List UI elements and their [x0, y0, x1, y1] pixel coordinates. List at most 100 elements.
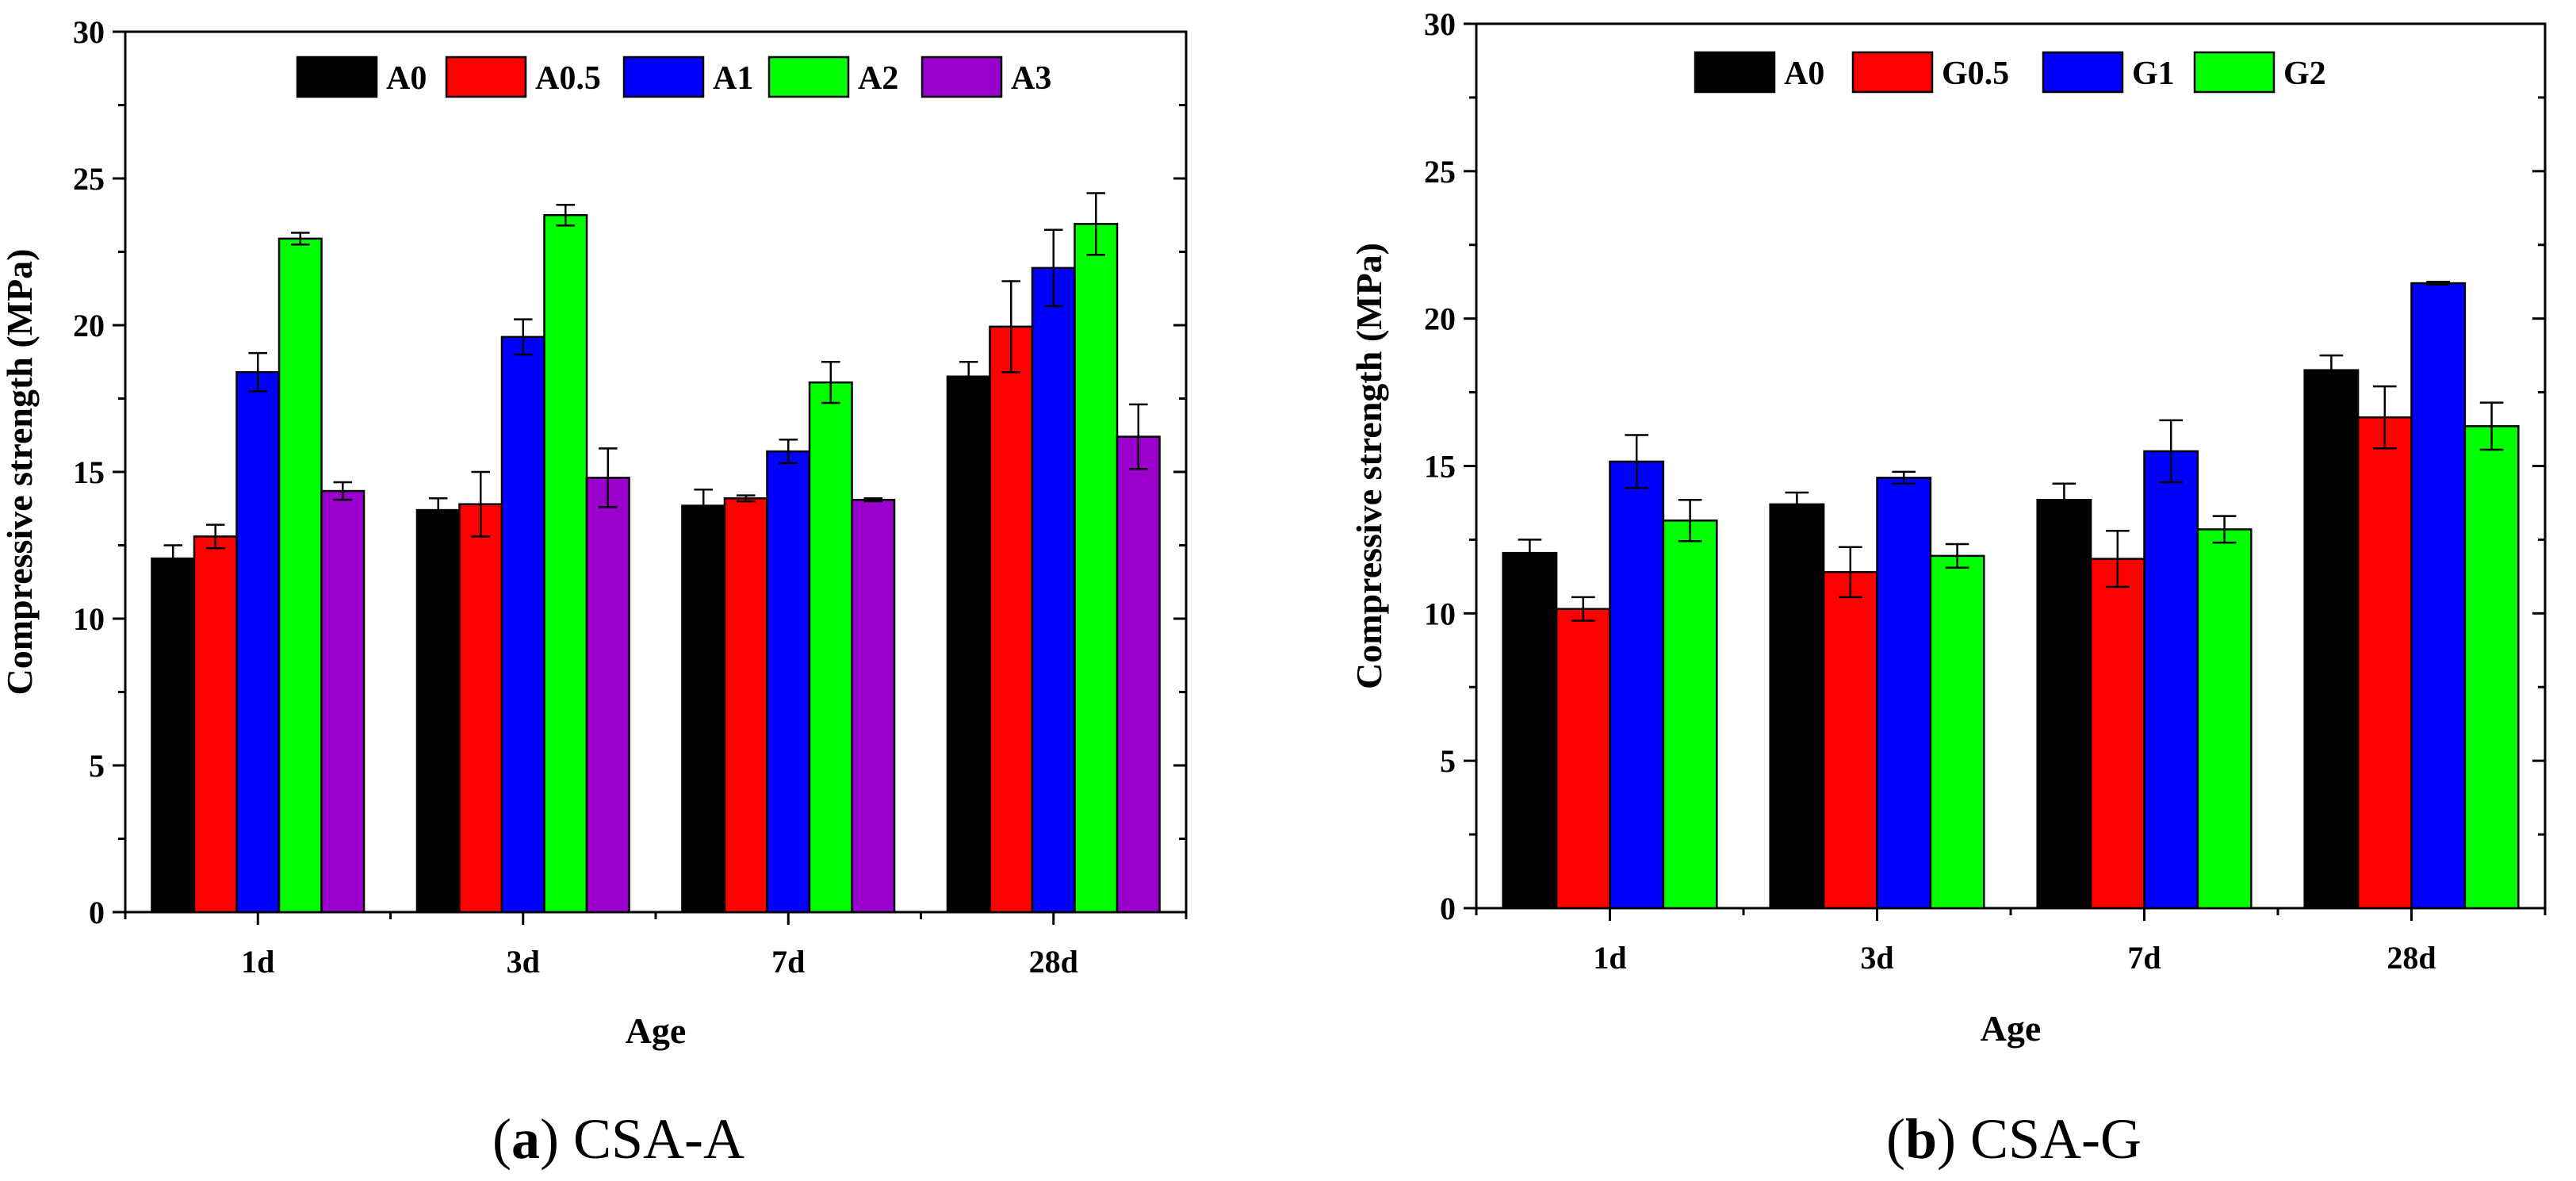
error-bar-G1-1d — [1625, 434, 1649, 489]
y-axis-title: Compressive strength (MPa) — [1349, 243, 1389, 689]
bar-A0-3d — [1769, 503, 1825, 910]
bar-G0.5-28d — [2356, 416, 2413, 910]
chart-panel-b: 0 5 10 15 20 25 30 1d 3d 7d 28d A0 G0.5 G1 G2 Compressi… — [1349, 6, 2547, 1171]
legend-swatch-G1 — [2042, 51, 2124, 94]
y-tick-label: 10 — [1424, 596, 1456, 631]
legend-label-G2: G2 — [2283, 56, 2326, 92]
bar-G1-28d — [2410, 282, 2467, 910]
bar-A1-1d — [235, 370, 281, 914]
caption-paren-close: ) — [1937, 1107, 1970, 1171]
bar-A0-7d — [681, 504, 726, 914]
bar-G2-28d — [2463, 425, 2520, 910]
bar-A0-1d — [1502, 551, 1558, 910]
bar-G0.5-7d — [2089, 558, 2145, 910]
chart-panel-a: 0 5 10 15 20 25 30 1d 3d 7d 28d A0 A0.5 A1 A2 A3 Compres… — [0, 14, 1188, 1171]
bar-G0.5-3d — [1822, 571, 1878, 910]
legend-swatch-A0.5 — [445, 56, 527, 98]
caption-letter: a — [511, 1107, 540, 1171]
legend-swatch-A3 — [921, 56, 1003, 98]
x-tick-label: 3d — [1860, 940, 1893, 976]
legend-swatch-A2 — [767, 56, 850, 98]
bar-G1-1d — [1609, 460, 1665, 910]
error-bar-G2-28d — [2479, 401, 2504, 451]
bar-G1-3d — [1876, 477, 1932, 910]
error-bar-A3-1d — [333, 481, 353, 501]
bar-G1-7d — [2143, 450, 2199, 910]
y-tick-label: 0 — [89, 895, 105, 930]
error-bar-A2-3d — [556, 204, 576, 227]
legend-swatch-A1 — [622, 56, 705, 98]
error-bar-A1-7d — [779, 439, 798, 465]
bar-G2-3d — [1929, 554, 1985, 910]
bar-A0-1d — [151, 557, 196, 914]
x-tick-label: 3d — [507, 944, 540, 980]
legend-label-A1: A1 — [713, 60, 753, 97]
y-axis-title: Compressive strength (MPa) — [0, 249, 40, 696]
error-bar-A0-3d — [428, 497, 448, 523]
y-tick-label: 20 — [1424, 301, 1456, 337]
error-bar-G2-1d — [1678, 498, 1702, 543]
error-bar-G0.5-3d — [1838, 546, 1862, 599]
error-bar-A0-3d — [1785, 491, 1809, 517]
y-tick-label: 25 — [1424, 154, 1456, 190]
legend-label-A0: A0 — [1784, 56, 1824, 92]
error-bar-A3-3d — [599, 447, 618, 508]
y-tick-label: 0 — [1440, 891, 1456, 926]
error-bar-G0.5-28d — [2372, 385, 2397, 450]
bar-A2-7d — [808, 381, 853, 914]
error-bar-A0.5-1d — [205, 523, 225, 550]
bar-A0-28d — [946, 375, 991, 914]
error-bar-A2-28d — [1086, 192, 1106, 256]
legend-label-A3: A3 — [1011, 60, 1051, 97]
error-bar-A2-1d — [290, 232, 310, 246]
error-bar-A0-1d — [163, 544, 182, 573]
bar-A3-28d — [1116, 435, 1161, 914]
legend-swatch-A0 — [296, 56, 378, 98]
legend-swatch-G0.5 — [1851, 51, 1934, 94]
x-tick-label: 7d — [2127, 940, 2161, 976]
error-bar-G2-7d — [2212, 515, 2237, 544]
bar-A2-3d — [543, 214, 588, 914]
bar-A2-28d — [1074, 223, 1119, 914]
legend-label-G0.5: G0.5 — [1942, 56, 2009, 92]
bar-A0-7d — [2036, 498, 2092, 910]
y-tick-label: 5 — [89, 748, 105, 784]
error-bar-G2-3d — [1945, 543, 1969, 569]
error-bar-A0-7d — [694, 488, 713, 523]
caption-letter: b — [1905, 1107, 1937, 1171]
legend-swatch-A0 — [1694, 51, 1776, 94]
x-tick-label: 1d — [1593, 940, 1626, 976]
error-bar-A2-7d — [821, 361, 840, 405]
caption-paren-open: ( — [492, 1107, 511, 1171]
error-bar-G0.5-7d — [2105, 530, 2130, 589]
legend-label-A0.5: A0.5 — [535, 60, 601, 97]
error-bar-A0-28d — [2319, 354, 2344, 386]
error-bar-G0.5-1d — [1571, 596, 1595, 622]
error-bar-A0.5-7d — [736, 494, 756, 503]
x-axis-title: Age — [626, 1010, 687, 1051]
error-bar-A3-7d — [863, 497, 883, 503]
x-axis-title: Age — [1981, 1008, 2042, 1049]
error-bar-A0-28d — [959, 361, 978, 393]
bar-A3-3d — [585, 477, 630, 914]
bar-G2-7d — [2196, 528, 2253, 910]
y-tick-label: 20 — [73, 308, 105, 343]
bar-A2-1d — [278, 237, 323, 914]
bar-A1-28d — [1031, 266, 1076, 914]
panel-caption: (a) CSA-A — [492, 1107, 744, 1171]
error-bar-A3-28d — [1129, 403, 1148, 470]
caption-paren-close: ) — [540, 1107, 573, 1171]
error-bar-A1-28d — [1043, 228, 1063, 308]
error-bar-A1-3d — [513, 318, 533, 356]
x-tick-label: 7d — [771, 944, 805, 980]
bar-A0.5-1d — [193, 535, 238, 914]
bar-A0.5-7d — [723, 497, 768, 914]
error-bar-A0.5-3d — [471, 470, 491, 538]
legend-label-A2: A2 — [858, 60, 898, 97]
x-tick-label: 28d — [1029, 944, 1078, 980]
error-bar-A0.5-28d — [1001, 280, 1021, 374]
error-bar-G1-3d — [1892, 470, 1916, 485]
error-bar-A0-1d — [1518, 539, 1542, 568]
legend-label-G1: G1 — [2132, 56, 2175, 92]
bar-A0-3d — [415, 508, 461, 914]
